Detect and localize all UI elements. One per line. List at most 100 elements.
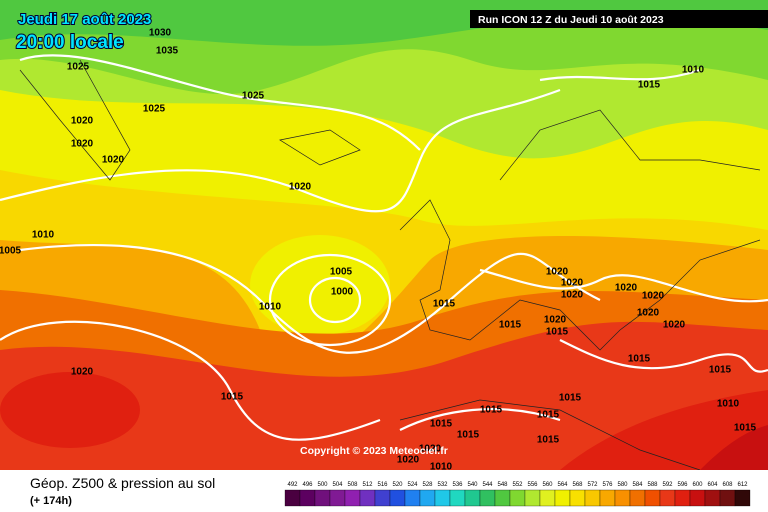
colorbar-label: 500: [317, 482, 328, 488]
colorbar-label: 560: [542, 482, 553, 488]
isobar-label: 1020: [637, 308, 660, 319]
colorbar-label: 508: [347, 482, 358, 488]
isobar-label: 1020: [546, 267, 569, 278]
isobar-label: 1015: [499, 320, 522, 331]
colorbar-swatch: [524, 489, 541, 507]
colorbar-swatch: [539, 489, 556, 507]
isobar-label: 1015: [546, 327, 569, 338]
isobar-label: 1015: [734, 423, 757, 434]
colorbar-label: 608: [722, 482, 733, 488]
colorbar-swatch: [599, 489, 616, 507]
colorbar-label: 544: [482, 482, 493, 488]
colorbar-label: 540: [467, 482, 478, 488]
isobar-label: 1005: [0, 246, 22, 257]
colorbar-label: 572: [587, 482, 598, 488]
isobar-label: 1030: [149, 28, 172, 39]
isobar-label: 1010: [32, 230, 55, 241]
colorbar-swatch: [479, 489, 496, 507]
colorbar-label: 496: [302, 482, 313, 488]
colorbar-label: 552: [512, 482, 523, 488]
isobar-label: 1020: [561, 278, 584, 289]
colorbar-swatch: [344, 489, 361, 507]
colorbar-swatch: [509, 489, 526, 507]
colorbar-label: 592: [662, 482, 673, 488]
colorbar-swatch: [284, 489, 301, 507]
colorbar-label: 604: [707, 482, 718, 488]
isobar-label: 1015: [430, 419, 453, 430]
colorbar-label: 564: [557, 482, 568, 488]
colorbar-swatch: [719, 489, 736, 507]
colorbar-label: 516: [377, 482, 388, 488]
isobar-label: 1020: [663, 320, 686, 331]
colorbar-swatch: [569, 489, 586, 507]
colorbar-swatch: [329, 489, 346, 507]
isobar-label: 1000: [331, 287, 354, 298]
lead-time: (+ 174h): [30, 495, 72, 507]
legend-title: Géop. Z500 & pression au sol: [30, 475, 215, 491]
isobar-label: 1020: [615, 283, 638, 294]
colorbar-swatch: [674, 489, 691, 507]
isobar-label: 1035: [156, 46, 179, 57]
isobar-label: 1015: [709, 365, 732, 376]
colorbar-swatch: [389, 489, 406, 507]
isobar-label: 1015: [457, 430, 480, 441]
colorbar-swatch: [644, 489, 661, 507]
colorbar-label: 612: [737, 482, 748, 488]
isobar-label: 1015: [638, 80, 661, 91]
colorbar-swatch: [419, 489, 436, 507]
colorbar-label: 520: [392, 482, 403, 488]
colorbar-swatch: [404, 489, 421, 507]
isobar-label: 1015: [433, 299, 456, 310]
colorbar-label: 580: [617, 482, 628, 488]
colorbar-label: 584: [632, 482, 643, 488]
colorbar-swatch: [449, 489, 466, 507]
isobar-label: 1015: [221, 392, 244, 403]
colorbar-label: 504: [332, 482, 343, 488]
isobar-label: 1015: [480, 405, 503, 416]
colorbar-swatch: [464, 489, 481, 507]
isobar-label: 1020: [102, 155, 125, 166]
isobar-label: 1010: [682, 65, 705, 76]
colorbar-swatch: [629, 489, 646, 507]
isobar-label: 1015: [537, 410, 560, 421]
colorbar-swatch: [299, 489, 316, 507]
colorbar: 492 496 500 504 508 512 516 520 524 528 532 536 540 5…: [284, 482, 751, 507]
colorbar-label: 492: [287, 482, 298, 488]
isobar-label: 1020: [397, 455, 420, 466]
isobar-label: 1020: [71, 116, 94, 127]
colorbar-swatch: [554, 489, 571, 507]
colorbar-swatch: [704, 489, 721, 507]
colorbar-label: 596: [677, 482, 688, 488]
isobar-label: 1015: [628, 354, 651, 365]
colorbar-label: 588: [647, 482, 658, 488]
time: 20:00 locale: [16, 32, 124, 53]
colorbar-label: 576: [602, 482, 613, 488]
colorbar-label: 512: [362, 482, 373, 488]
colorbar-label: 548: [497, 482, 508, 488]
isobar-label: 1020: [71, 139, 94, 150]
colorbar-swatch: [434, 489, 451, 507]
colorbar-label: 536: [452, 482, 463, 488]
isobar-label: 1025: [67, 62, 90, 73]
isobar-label: 1020: [544, 315, 567, 326]
date: Jeudi 17 août 2023: [18, 11, 151, 28]
colorbar-swatch: [614, 489, 631, 507]
colorbar-label: 556: [527, 482, 538, 488]
isobar-label: 1025: [143, 104, 166, 115]
colorbar-label: 568: [572, 482, 583, 488]
isobar-label: 1010: [717, 399, 740, 410]
colorbar-swatch: [374, 489, 391, 507]
colorbar-label: 528: [422, 482, 433, 488]
colorbar-label: 524: [407, 482, 418, 488]
run-box: [470, 10, 768, 28]
isobar-label: 1020: [71, 367, 94, 378]
colorbar-swatch: [359, 489, 376, 507]
colorbar-label: 600: [692, 482, 703, 488]
isobar-label: 1015: [559, 393, 582, 404]
copyright: Copyright © 2023 Meteociel.fr: [300, 445, 448, 457]
isobar-label: 1010: [259, 302, 282, 313]
colorbar-swatch: [494, 489, 511, 507]
run: Run ICON 12 Z du Jeudi 10 août 2023: [478, 14, 664, 26]
isobar-label: 1015: [537, 435, 560, 446]
